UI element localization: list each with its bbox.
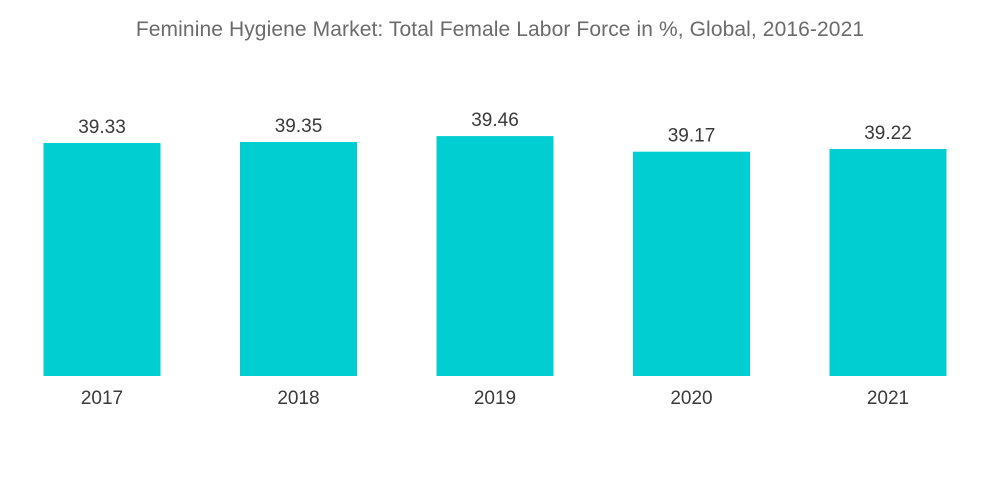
bar-2019: [436, 136, 554, 376]
x-tick-label-2020: 2020: [670, 388, 712, 409]
data-label-2021: 39.22: [864, 123, 912, 144]
data-label-2019: 39.46: [471, 110, 519, 131]
data-label-2017: 39.33: [78, 117, 126, 138]
x-tick-label-2017: 2017: [81, 388, 123, 409]
bar-2017: [43, 143, 161, 376]
x-tick-label-2021: 2021: [867, 388, 909, 409]
bar-2021: [829, 149, 947, 376]
chart-title: Feminine Hygiene Market: Total Female La…: [135, 18, 865, 41]
x-tick-label-2019: 2019: [474, 388, 516, 409]
data-label-2020: 39.17: [668, 126, 716, 147]
bar-2018: [240, 142, 357, 376]
x-tick-label-2018: 2018: [277, 388, 319, 409]
bar-2020: [633, 151, 750, 376]
data-label-2018: 39.35: [275, 116, 323, 137]
